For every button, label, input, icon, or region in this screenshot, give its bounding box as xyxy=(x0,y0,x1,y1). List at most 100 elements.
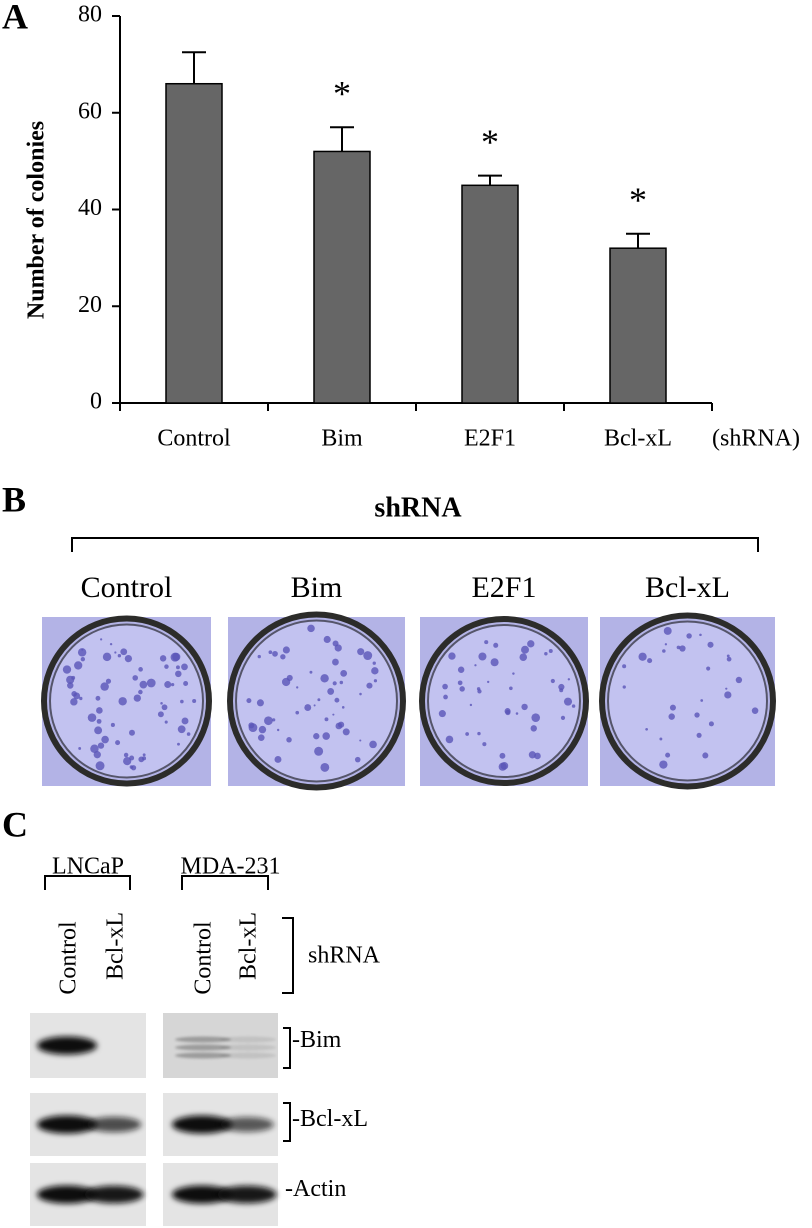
error-bar xyxy=(626,232,650,249)
colony xyxy=(706,666,711,671)
colony xyxy=(161,704,168,711)
colony xyxy=(110,722,115,727)
colony xyxy=(257,654,261,659)
lane-label: Control xyxy=(56,921,82,995)
colony xyxy=(457,666,465,673)
colony xyxy=(181,663,188,671)
colony xyxy=(286,737,292,743)
colony xyxy=(120,648,128,656)
colony xyxy=(186,732,191,736)
colony xyxy=(457,680,463,686)
y-tick-label: 20 xyxy=(78,292,102,318)
colony xyxy=(725,687,728,690)
colony xyxy=(129,765,134,769)
blot-band xyxy=(175,1036,231,1043)
colony xyxy=(327,688,335,695)
colony xyxy=(515,712,519,715)
colony xyxy=(313,733,320,740)
colony xyxy=(271,718,276,722)
blot-band xyxy=(37,1036,97,1055)
colony xyxy=(96,718,102,724)
colony xyxy=(286,674,293,681)
bracket xyxy=(44,875,269,890)
colony xyxy=(62,665,72,674)
colony xyxy=(246,698,252,704)
band-label: -Bcl-xL xyxy=(292,1106,368,1132)
blot-band xyxy=(220,1044,276,1051)
y-tick-label: 60 xyxy=(78,98,102,124)
x-tick-label: Bcl-xL xyxy=(604,426,672,452)
colony xyxy=(531,713,541,722)
band-label: -Bim xyxy=(292,1027,342,1053)
colony xyxy=(527,640,535,648)
colony xyxy=(357,648,365,656)
colony xyxy=(100,638,103,641)
colony xyxy=(117,654,122,658)
colony xyxy=(363,651,373,660)
colony xyxy=(659,760,668,769)
colony xyxy=(359,739,362,742)
significance-mark: * xyxy=(333,74,351,114)
colony xyxy=(320,763,330,772)
colony xyxy=(101,735,109,744)
colony xyxy=(256,699,264,707)
colony xyxy=(442,683,448,690)
colony xyxy=(142,753,146,757)
colony xyxy=(484,640,489,645)
colony xyxy=(474,664,477,667)
colony-plate xyxy=(227,611,406,791)
bar xyxy=(165,82,223,404)
colony xyxy=(521,703,528,711)
colony xyxy=(638,652,647,661)
colony xyxy=(74,661,83,670)
colony xyxy=(751,707,759,714)
colony xyxy=(443,694,448,700)
colony xyxy=(71,691,77,697)
colony xyxy=(309,670,313,674)
well xyxy=(607,620,768,782)
colony xyxy=(341,706,345,709)
colony xyxy=(67,682,74,689)
well xyxy=(427,624,581,778)
colony xyxy=(314,746,324,756)
colony-plate xyxy=(599,612,776,790)
colony xyxy=(123,757,132,766)
colony xyxy=(282,646,290,654)
blot-band xyxy=(175,1052,231,1059)
lane-label: Control xyxy=(191,921,217,995)
colony xyxy=(559,688,564,693)
colony xyxy=(78,747,82,750)
x-suffix: (shRNA) xyxy=(712,426,800,452)
colony xyxy=(142,756,147,761)
colony xyxy=(129,755,135,761)
colony xyxy=(669,704,676,711)
colony xyxy=(276,728,280,732)
y-axis-label: Number of colonies xyxy=(24,121,50,319)
colony xyxy=(257,734,265,741)
colony xyxy=(664,643,668,646)
colony xyxy=(164,720,168,724)
colony xyxy=(371,667,379,675)
blot-band xyxy=(37,1185,97,1204)
blot-band xyxy=(175,1044,231,1051)
blot-band xyxy=(217,1185,277,1204)
colony xyxy=(102,652,112,662)
colony xyxy=(114,651,117,654)
column-label: Bcl-xL xyxy=(645,571,730,604)
well xyxy=(235,619,398,783)
blot-band xyxy=(84,1185,144,1204)
colony xyxy=(323,635,331,644)
lane-label: Bcl-xL xyxy=(103,912,129,980)
colony xyxy=(662,649,666,653)
colony xyxy=(482,742,487,747)
column-label: Control xyxy=(81,571,173,604)
colony xyxy=(519,653,528,662)
colony xyxy=(192,699,197,704)
colony xyxy=(138,689,143,695)
colony xyxy=(707,641,714,648)
colony xyxy=(95,761,105,771)
colony xyxy=(548,649,553,653)
colony xyxy=(534,752,541,760)
colony xyxy=(96,707,103,714)
